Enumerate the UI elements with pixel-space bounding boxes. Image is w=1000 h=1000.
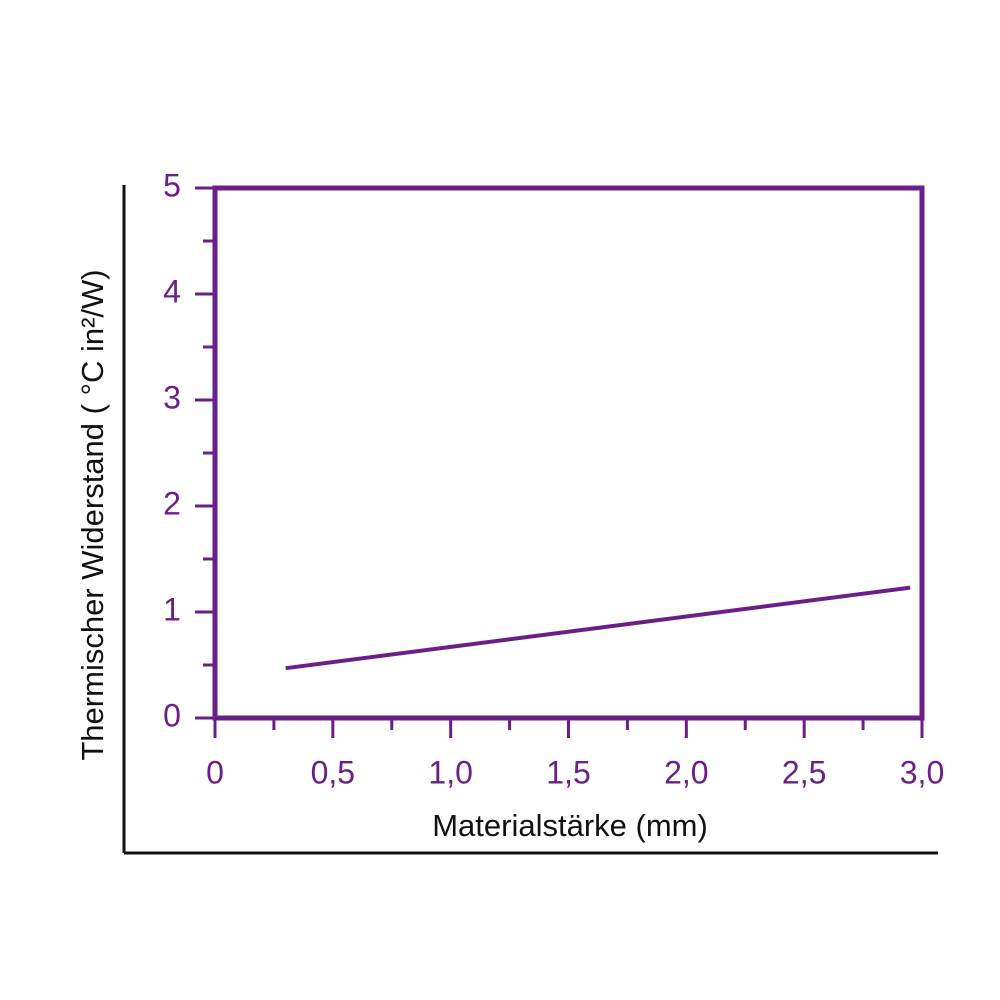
x-tick-label: 2,5 <box>782 754 826 790</box>
data-line <box>285 585 911 671</box>
y-tick-label: 5 <box>163 167 181 203</box>
y-tick-label: 0 <box>163 697 181 733</box>
plot-frame <box>212 185 925 721</box>
x-tick-label: 1,0 <box>428 754 472 790</box>
y-axis-title: Thermischer Widerstand ( °C in²/W) <box>75 269 110 760</box>
x-tick-label: 0,5 <box>311 754 355 790</box>
x-tick-label: 0 <box>206 754 224 790</box>
y-tick-label: 2 <box>163 485 181 521</box>
y-tick-label: 4 <box>163 273 181 309</box>
y-tick-label: 3 <box>163 379 181 415</box>
x-tick-label: 3,0 <box>900 754 944 790</box>
y-tick-label: 1 <box>163 591 181 627</box>
x-tick-label: 1,5 <box>546 754 590 790</box>
x-tick-label: 2,0 <box>664 754 708 790</box>
x-axis-title: Materialstärke (mm) <box>432 808 708 843</box>
